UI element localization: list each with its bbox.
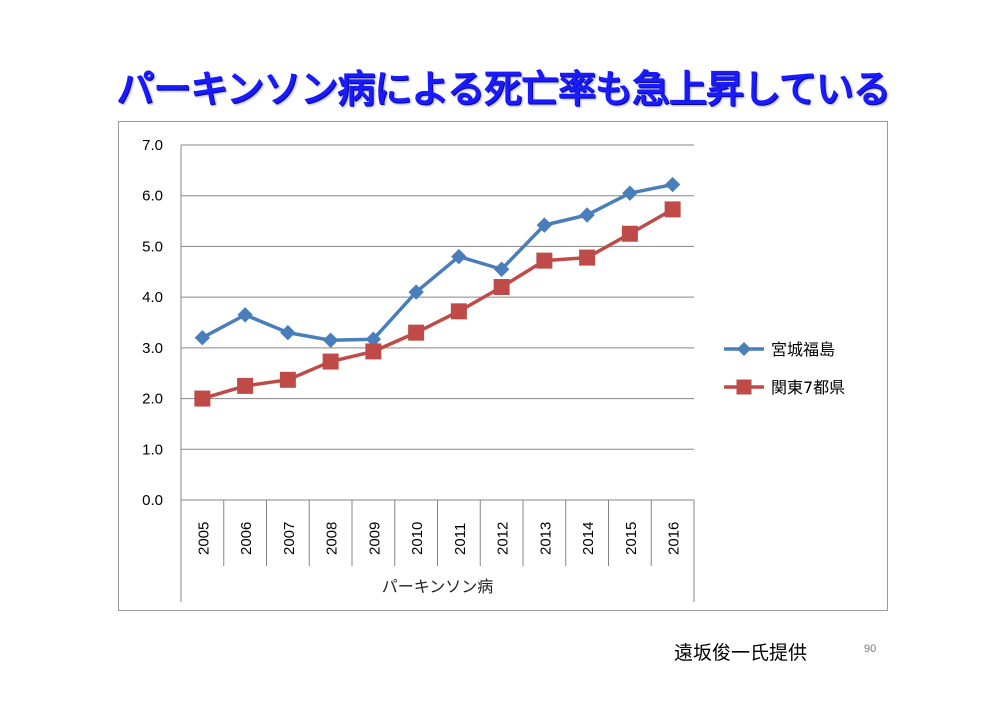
credit-text: 遠坂俊一氏提供 — [674, 642, 808, 664]
x-tick-label: 2012 — [495, 522, 512, 555]
y-tick-label: 4.0 — [142, 289, 163, 306]
y-tick-label: 6.0 — [142, 188, 163, 205]
legend-marker — [737, 342, 751, 356]
line-chart: 0.0 1.0 2.0 3.0 4.0 5.0 6.0 7.0 2005 2006 2007 2008… — [142, 137, 845, 602]
legend-label: 宮城福島 — [771, 340, 835, 359]
legend-marker — [736, 379, 752, 395]
series-point — [579, 249, 596, 266]
y-tick-label: 3.0 — [142, 340, 163, 357]
y-tick-label: 5.0 — [142, 238, 163, 255]
series-point — [493, 279, 510, 295]
x-tick-label: 2009 — [366, 522, 383, 555]
series-point — [622, 185, 638, 201]
y-tick-label: 7.0 — [142, 137, 163, 154]
series-point — [579, 207, 595, 223]
x-tick-label: 2016 — [666, 522, 683, 555]
series-point — [664, 201, 681, 218]
x-tick-label: 2011 — [452, 523, 469, 555]
x-tick-label: 2015 — [623, 522, 640, 555]
y-tick-label: 2.0 — [142, 391, 163, 408]
series-line — [201, 207, 674, 401]
series-point — [536, 252, 553, 269]
series-point — [408, 284, 424, 300]
x-tick-label: 2007 — [281, 522, 298, 555]
series-point — [536, 217, 553, 233]
series-point — [365, 343, 382, 360]
series-point — [237, 377, 254, 394]
series-point — [664, 176, 681, 193]
series-point — [621, 225, 638, 242]
series-point — [279, 371, 296, 388]
series-point — [450, 303, 467, 320]
series-point — [451, 248, 467, 265]
series-point — [194, 330, 211, 346]
x-tick-label: 2006 — [238, 522, 255, 555]
x-tick-label: 2005 — [195, 522, 212, 555]
x-tick-label: 2008 — [324, 522, 341, 555]
series-point — [408, 324, 425, 341]
x-tick-label: 2010 — [409, 522, 426, 555]
category-group-label: パーキンソン病 — [382, 577, 494, 596]
series-point — [237, 307, 253, 323]
series-point — [322, 332, 339, 348]
legend-label: 関東7都県 — [771, 378, 845, 397]
series-point — [322, 353, 339, 370]
series-point — [493, 261, 510, 277]
series-point — [280, 324, 296, 341]
chart-frame: 0.0 1.0 2.0 3.0 4.0 5.0 6.0 7.0 2005 2006 2007 2008… — [118, 121, 888, 611]
x-tick-label: 2014 — [580, 522, 597, 555]
page-number: 90 — [864, 643, 877, 655]
series-line — [201, 182, 673, 342]
slide-title: パーキンソン病による死亡率も急上昇している — [116, 67, 891, 111]
x-tick-label: 2013 — [537, 522, 554, 555]
y-tick-label: 0.0 — [142, 492, 163, 509]
y-tick-label: 1.0 — [142, 441, 163, 458]
series-point — [194, 390, 211, 407]
